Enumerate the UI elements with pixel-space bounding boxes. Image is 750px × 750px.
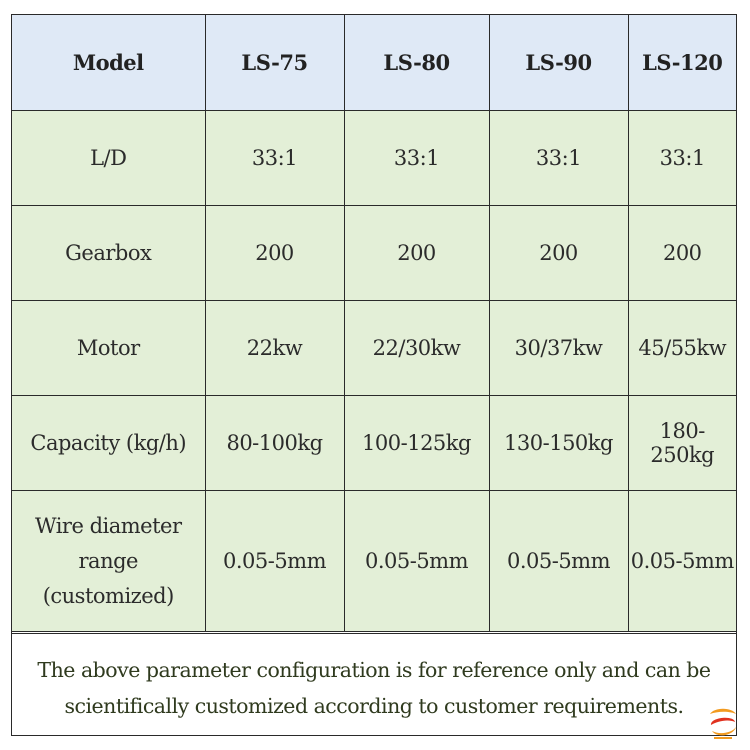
row-label-wire-diameter: Wire diameter range (customized) <box>12 490 206 632</box>
note-line-1: The above parameter configuration is for… <box>37 658 711 682</box>
table-cell: 200 <box>488 205 629 301</box>
header-cell-ls-80: LS-80 <box>343 15 490 111</box>
table-cell: 0.05-5mm <box>488 490 629 632</box>
table-cell: 100-125kg <box>343 395 490 491</box>
table-row: L/D 33:1 33:1 33:1 33:1 <box>12 110 736 206</box>
header-cell-model: Model <box>12 15 206 111</box>
table-cell: 33:1 <box>627 110 736 206</box>
table-cell: 30/37kw <box>488 300 629 396</box>
table-cell: 180-250kg <box>627 395 736 491</box>
table-cell: 45/55kw <box>627 300 736 396</box>
row-label-line: Wire diameter <box>35 513 182 538</box>
row-label-capacity: Capacity (kg/h) <box>12 395 206 491</box>
row-label-motor: Motor <box>12 300 206 396</box>
row-label-line: range <box>78 548 139 573</box>
table-cell: 0.05-5mm <box>204 490 345 632</box>
table-cell: 200 <box>343 205 490 301</box>
table-row: Motor 22kw 22/30kw 30/37kw 45/55kw <box>12 300 736 396</box>
table-cell: 22/30kw <box>343 300 490 396</box>
row-label-line: (customized) <box>42 583 175 608</box>
header-cell-ls-90: LS-90 <box>488 15 629 111</box>
table-cell: 0.05-5mm <box>343 490 490 632</box>
table-cell: 130-150kg <box>488 395 629 491</box>
table-cell: 80-100kg <box>204 395 345 491</box>
table-cell: 33:1 <box>204 110 345 206</box>
spec-table: Model LS-75 LS-80 LS-90 LS-120 L/D 33:1 … <box>12 15 736 632</box>
table-row: Wire diameter range (customized) 0.05-5m… <box>12 490 736 632</box>
table-cell: 33:1 <box>343 110 490 206</box>
header-cell-ls-75: LS-75 <box>204 15 345 111</box>
header-cell-ls-120: LS-120 <box>627 15 736 111</box>
table-row: Capacity (kg/h) 80-100kg 100-125kg 130-1… <box>12 395 736 491</box>
spec-sheet: Model LS-75 LS-80 LS-90 LS-120 L/D 33:1 … <box>11 14 737 736</box>
brand-logo-icon <box>706 705 740 741</box>
table-cell: 200 <box>204 205 345 301</box>
reference-note: The above parameter configuration is for… <box>12 633 736 735</box>
table-row: Gearbox 200 200 200 200 <box>12 205 736 301</box>
note-line-2: scientifically customized according to c… <box>64 694 684 718</box>
table-cell: 22kw <box>204 300 345 396</box>
table-cell: 33:1 <box>488 110 629 206</box>
table-header-row: Model LS-75 LS-80 LS-90 LS-120 <box>12 15 736 111</box>
row-label-ld: L/D <box>12 110 206 206</box>
row-label-gearbox: Gearbox <box>12 205 206 301</box>
table-cell: 200 <box>627 205 736 301</box>
table-cell: 0.05-5mm <box>627 490 736 632</box>
